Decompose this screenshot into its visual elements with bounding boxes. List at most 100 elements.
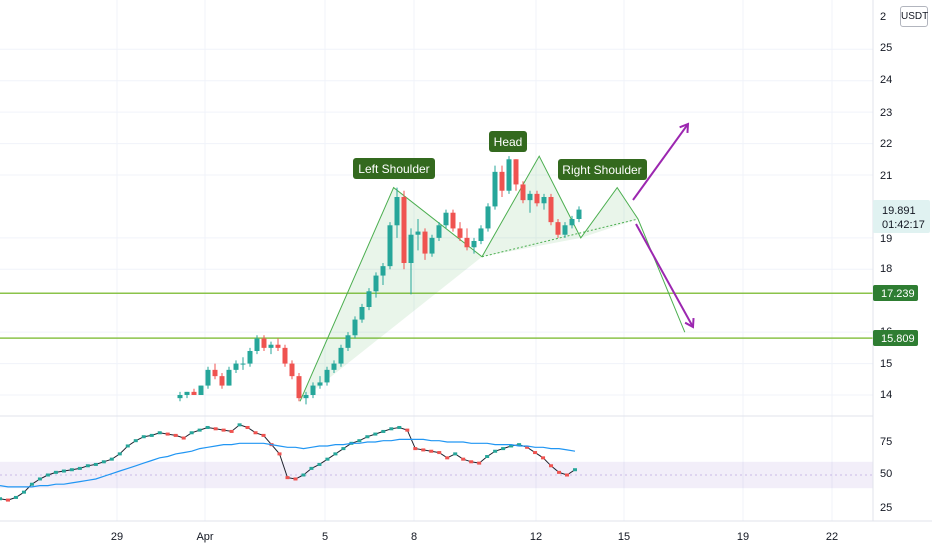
rsi-point [285, 476, 290, 480]
head-label: Head [494, 135, 523, 149]
rsi-point [5, 498, 10, 502]
rsi-point [189, 431, 194, 435]
neckline [481, 218, 639, 258]
rsi-point [205, 425, 210, 429]
rsi-point [237, 423, 242, 427]
price-tick: 19 [880, 233, 892, 245]
candle-body [282, 347, 288, 364]
candle-body [506, 159, 512, 191]
rsi-point [541, 456, 546, 460]
candle-body [569, 219, 575, 226]
resistance-price-tag[interactable]: 17.239 [873, 285, 918, 301]
candle-body [478, 228, 484, 241]
candle-body [310, 385, 316, 395]
rsi-point [245, 425, 250, 429]
candle-body [198, 385, 204, 395]
candle-body [226, 369, 232, 386]
candle-body [275, 344, 281, 348]
candle-body [289, 363, 295, 377]
candle-body [562, 225, 568, 235]
rsi-point [293, 477, 298, 481]
support-price-tag[interactable]: 15.809 [873, 330, 918, 346]
price-tick: 15 [880, 358, 892, 370]
support-value: 15.809 [881, 333, 915, 345]
candle-body [240, 363, 246, 365]
rsi-point [277, 452, 282, 456]
candle-body [373, 275, 379, 292]
rsi-point [509, 444, 514, 448]
candle-body [247, 351, 253, 364]
candle-body [380, 266, 386, 276]
candle-body [471, 241, 477, 248]
candle-body [191, 391, 197, 395]
candle-body [317, 382, 323, 386]
candle-body [359, 307, 365, 320]
time-axis[interactable]: 29 Apr 5 8 12 15 19 22 [0, 520, 932, 543]
level-lines [0, 292, 873, 339]
rsi-point [37, 477, 42, 481]
rsi-point [125, 444, 130, 448]
rsi-point [517, 443, 522, 447]
label-head[interactable]: Head [489, 131, 527, 152]
head-and-shoulders-pattern [299, 155, 686, 402]
time-tick: 12 [530, 531, 542, 543]
candle-body [352, 319, 358, 336]
arrow-up [632, 123, 689, 201]
candlesticks [177, 156, 582, 405]
candle-body [184, 391, 190, 395]
rsi-point [373, 432, 378, 436]
rsi-point [341, 447, 346, 451]
right-shoulder-fill [580, 187, 638, 238]
rsi-point [53, 470, 58, 474]
rsi-point [109, 457, 114, 461]
candle-body [443, 212, 449, 226]
candle-body [338, 347, 344, 364]
rsi-point [85, 464, 90, 468]
candle-body [485, 206, 491, 229]
candle-body [303, 395, 309, 399]
candle-body [177, 395, 183, 399]
price-tick: 2 [880, 11, 886, 23]
candle-body [436, 225, 442, 238]
rsi-point [445, 456, 450, 460]
rsi-point [173, 433, 178, 437]
candle-body [401, 197, 407, 263]
last-price-tag[interactable]: 19.891 01:42:17 [873, 200, 930, 233]
candle-body [527, 193, 533, 201]
rsi-point [21, 490, 26, 494]
candle-body [513, 159, 519, 185]
rsi-point [77, 466, 82, 470]
rsi-point [133, 439, 138, 443]
candle-body [387, 225, 393, 267]
time-tick: 19 [737, 531, 749, 543]
rsi-point [253, 431, 258, 435]
rsi-band-fill [0, 461, 873, 489]
currency-button[interactable]: USDT [900, 6, 928, 27]
candle-body [576, 209, 582, 219]
rsi-point [421, 448, 426, 452]
candle-body [205, 369, 211, 386]
time-tick: 15 [618, 531, 630, 543]
time-tick: 29 [111, 531, 123, 543]
candle-body [324, 369, 330, 383]
rsi-point [365, 435, 370, 439]
rsi-point [405, 428, 410, 432]
candle-body [541, 197, 547, 204]
candle-body [492, 171, 498, 207]
rsi-point [557, 470, 562, 474]
candle-body [555, 222, 561, 235]
arrow-down [635, 223, 694, 328]
rsi-point [45, 473, 50, 477]
candle-body [254, 338, 260, 351]
rsi-point [333, 452, 338, 456]
label-left-shoulder[interactable]: Left Shoulder [353, 158, 435, 179]
rsi-point [469, 460, 474, 464]
price-tick: 23 [880, 107, 892, 119]
time-tick: Apr [196, 531, 213, 543]
price-axis[interactable]: 2 25 24 23 22 21 19 18 16 15 14 75 50 25 [872, 0, 892, 521]
candle-body [268, 344, 274, 348]
rsi-point [533, 451, 538, 455]
label-right-shoulder[interactable]: Right Shoulder [558, 159, 647, 180]
